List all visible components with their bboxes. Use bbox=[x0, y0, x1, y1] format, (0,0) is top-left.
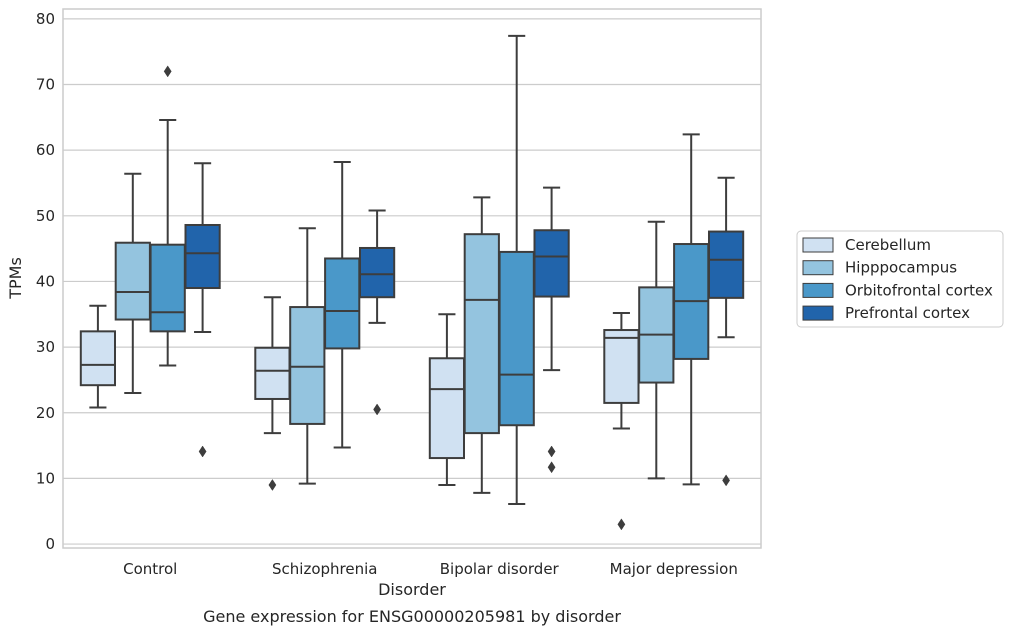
legend-swatch bbox=[802, 282, 834, 298]
box-prefrontal-cortex bbox=[533, 186, 570, 474]
box-body bbox=[463, 233, 500, 435]
box-orbitofrontal-cortex bbox=[673, 133, 710, 486]
box-body bbox=[498, 250, 535, 427]
y-tick-label: 20 bbox=[36, 404, 55, 422]
box-body bbox=[114, 241, 151, 321]
figure-caption: Gene expression for ENSG00000205981 by d… bbox=[203, 607, 621, 626]
y-axis-label: TPMs bbox=[6, 257, 25, 300]
legend-frame bbox=[796, 230, 1004, 328]
box-body bbox=[603, 329, 640, 404]
box-cerebellum bbox=[428, 313, 466, 486]
box-prefrontal-cortex bbox=[358, 209, 396, 416]
y-tick-label: 40 bbox=[36, 272, 55, 290]
y-tick-label: 10 bbox=[36, 469, 55, 487]
box-body bbox=[533, 229, 570, 298]
box-body bbox=[428, 357, 466, 460]
x-tick-label: Schizophrenia bbox=[272, 560, 377, 578]
outlier-point bbox=[547, 445, 556, 458]
box-cerebellum bbox=[603, 311, 640, 531]
outlier-point bbox=[617, 518, 626, 531]
legend-label: Hipppocampus bbox=[845, 259, 957, 277]
y-tick-label: 50 bbox=[36, 207, 55, 225]
box-prefrontal-cortex bbox=[184, 162, 221, 458]
outlier-point bbox=[163, 65, 172, 78]
box-body bbox=[254, 346, 291, 400]
box-groups bbox=[79, 34, 745, 531]
box-orbitofrontal-cortex bbox=[498, 34, 535, 506]
x-axis-label: Disorder bbox=[378, 580, 446, 599]
box-orbitofrontal-cortex bbox=[324, 160, 361, 449]
legend-label: Orbitofrontal cortex bbox=[845, 281, 993, 299]
box-hipppocampus bbox=[289, 227, 326, 485]
legend-label: Prefrontal cortex bbox=[845, 304, 970, 322]
x-tick-label: Control bbox=[123, 560, 177, 578]
grid-lines bbox=[63, 18, 761, 545]
box-hipppocampus bbox=[463, 196, 500, 494]
outlier-point bbox=[722, 474, 730, 487]
x-tick-label: Major depression bbox=[610, 560, 738, 578]
box-cerebellum bbox=[79, 304, 117, 409]
y-tick-label: 70 bbox=[36, 75, 55, 93]
box-body bbox=[324, 257, 361, 350]
x-axis-ticks: Control Schizophrenia Bipolar disorder Majo… bbox=[123, 560, 738, 578]
box-body bbox=[289, 306, 326, 425]
legend-label: Cerebellum bbox=[845, 236, 931, 254]
x-tick-label: Bipolar disorder bbox=[440, 560, 560, 578]
plot-area-frame bbox=[62, 8, 762, 549]
legend-swatch bbox=[802, 305, 834, 321]
legend-swatch bbox=[802, 237, 834, 253]
outlier-point bbox=[547, 461, 556, 474]
box-orbitofrontal-cortex bbox=[149, 65, 186, 367]
y-tick-label: 30 bbox=[36, 338, 55, 356]
box-body bbox=[79, 330, 117, 387]
y-tick-label: 60 bbox=[36, 141, 55, 159]
outlier-point bbox=[268, 479, 277, 491]
box-body bbox=[358, 246, 396, 299]
box-body bbox=[184, 223, 221, 290]
y-tick-label: 0 bbox=[45, 535, 55, 553]
outlier-point bbox=[198, 445, 207, 458]
legend: Cerebellum Hipppocampus Orbitofrontal cort… bbox=[796, 230, 1004, 328]
legend-swatch bbox=[802, 260, 834, 276]
box-prefrontal-cortex bbox=[707, 176, 745, 487]
box-body bbox=[707, 230, 745, 299]
box-body bbox=[149, 243, 186, 333]
y-tick-label: 80 bbox=[36, 10, 55, 28]
y-axis-ticks: 0 10 20 30 40 50 60 70 80 bbox=[36, 10, 55, 553]
outlier-point bbox=[373, 403, 381, 416]
